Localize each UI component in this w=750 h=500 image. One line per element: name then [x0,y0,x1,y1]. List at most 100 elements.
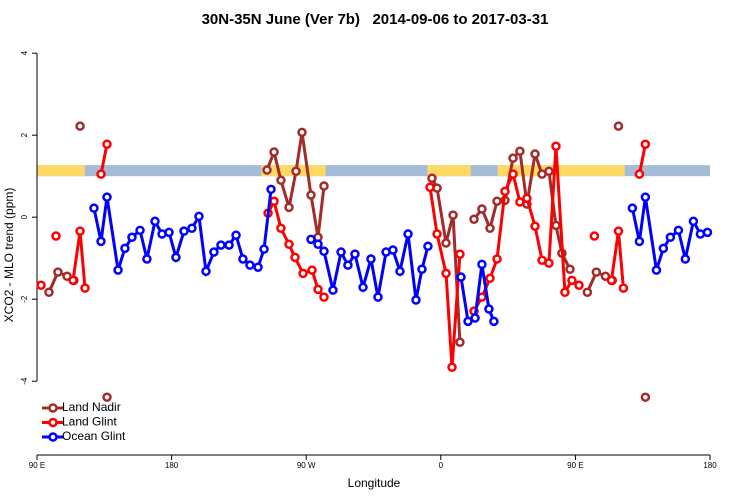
data-point [613,226,624,236]
data-point [469,214,479,224]
legend-marker [48,432,58,442]
data-point [470,313,480,323]
data-point [417,264,427,275]
data-point [171,252,181,263]
data-point [665,232,676,243]
data-point [276,175,286,186]
data-point [259,244,269,254]
data-point [150,216,160,227]
data-point [477,259,487,270]
data-point [245,260,255,270]
land-band [427,165,471,177]
data-point [508,153,518,163]
legend-label: Land Glint [62,415,117,429]
legend-marker [48,417,58,428]
land-band [37,165,85,177]
data-point [551,220,561,231]
data-point [551,141,561,152]
data-point [306,190,316,200]
data-point [640,392,651,402]
data-point [485,273,495,284]
data-point [216,240,226,250]
data-point [613,121,624,131]
data-point [448,210,458,220]
data-point [411,295,421,305]
data-point [544,258,554,268]
data-point [36,280,46,291]
data-point [276,223,286,234]
data-point [113,265,123,275]
data-point [544,166,554,177]
data-point [284,202,294,213]
legend-marker [48,403,58,413]
data-point [492,254,502,264]
data-point [574,280,584,291]
data-point [463,316,473,327]
ocean-band [37,165,710,177]
data-point [253,262,263,272]
x-tick-label: 90 E [29,461,45,470]
data-point [313,284,323,295]
data-point [455,249,465,259]
data-point [350,249,360,259]
data-point [582,287,593,297]
data-point [89,203,99,213]
x-tick-label: 90 E [567,461,583,470]
data-point [269,196,279,206]
data-point [68,275,78,286]
land-band [497,165,625,177]
data-point [290,252,300,263]
data-point [565,264,575,275]
data-point [447,362,457,373]
data-point [425,182,435,193]
data-point [673,225,684,236]
data-point [194,211,204,222]
data-point [366,254,376,264]
data-point [102,392,112,402]
data-point [53,267,63,277]
data-point [515,146,525,156]
data-point [627,203,638,213]
data-point [395,266,405,277]
data-point [328,285,338,295]
data-point [75,121,85,131]
data-point [634,236,645,247]
data-point [291,166,301,177]
data-point [298,268,308,279]
data-point [651,265,662,275]
data-point [319,292,329,302]
data-point [427,173,437,183]
data-point [567,275,577,286]
data-point [358,282,368,293]
data-point [209,247,219,257]
y-tick-label: 4 [20,50,29,55]
data-point [80,283,90,293]
data-point [179,226,189,236]
data-point [658,243,669,254]
data-point [441,268,451,279]
data-point [102,139,112,149]
data-point [307,265,317,275]
data-point [522,193,532,204]
chart-title: 30N-35N June (Ver 7b) 2014-09-06 to 2017… [202,11,549,28]
data-point [560,287,570,297]
data-point [403,229,413,239]
data-point [319,181,329,191]
data-point [489,316,499,327]
data-point [455,337,465,347]
data-point [640,139,651,149]
data-point [680,254,691,264]
data-point [634,169,645,179]
data-point [589,231,600,241]
data-point [284,239,294,250]
data-point [484,304,494,314]
data-point [508,169,518,179]
x-tick-label: 180 [165,461,179,470]
data-point [606,275,617,286]
data-point [600,271,611,281]
data-point [432,229,442,239]
data-point [96,169,106,179]
data-point [135,225,145,236]
data-point [266,184,276,195]
